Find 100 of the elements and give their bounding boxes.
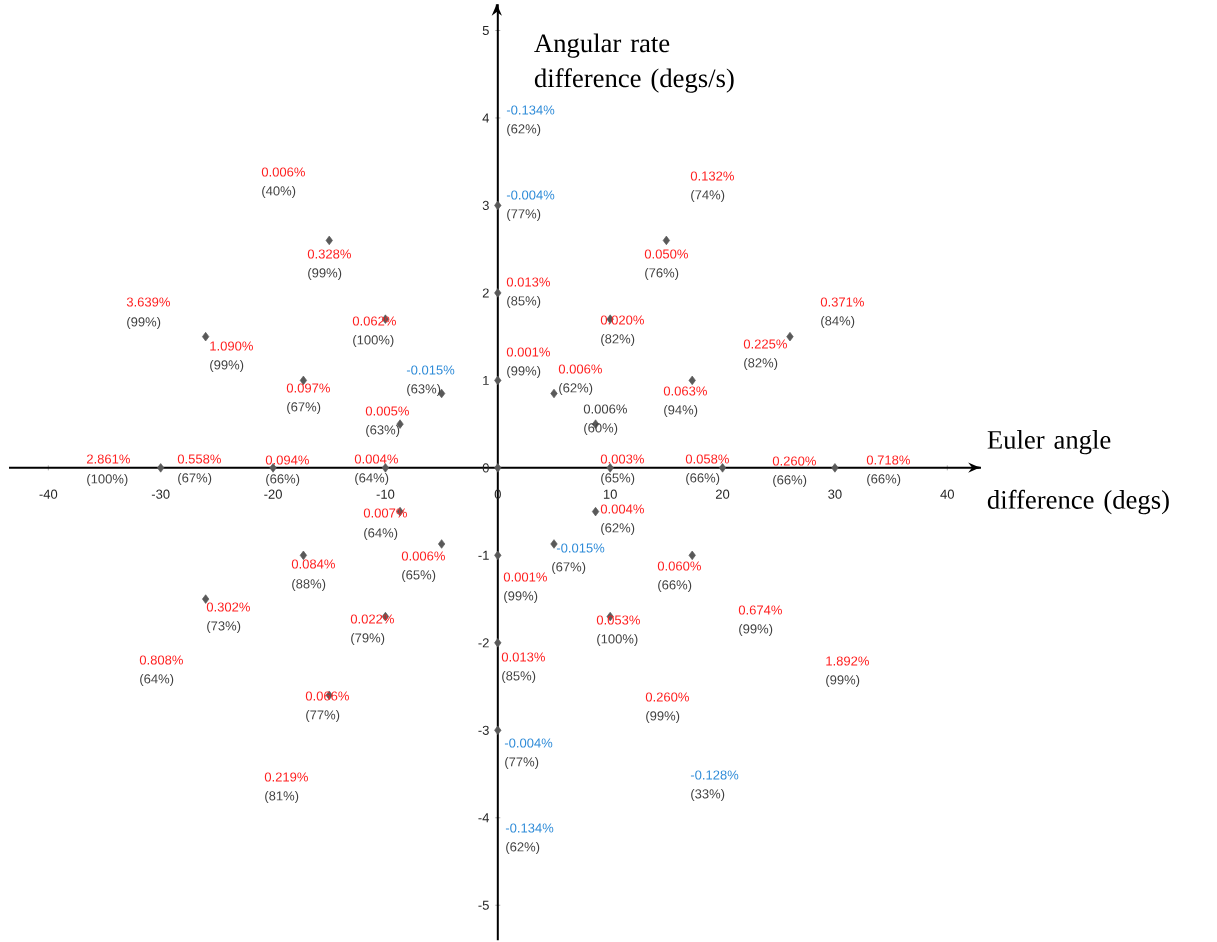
annotation: (99%) (504, 590, 538, 604)
annotation: 0.718% (866, 455, 910, 465)
annotation: 0.260% (645, 692, 689, 702)
y-tick-label: -1 (478, 550, 489, 560)
annotation: 0.003% (600, 454, 644, 464)
annotation: 0.050% (644, 249, 688, 259)
annotation: (60%) (584, 422, 618, 436)
annotation: (64%) (364, 527, 398, 541)
point (494, 375, 502, 386)
annotation: (99%) (507, 365, 541, 379)
annotation: 0.006% (261, 167, 305, 177)
y-tick-label: 4 (482, 113, 490, 123)
point (494, 638, 502, 648)
annotation: (85%) (502, 670, 536, 684)
y-tick-label: 2 (482, 288, 489, 298)
annotation: (84%) (821, 315, 855, 329)
annotation: 0.097% (286, 383, 330, 393)
annotation: 0.062% (352, 316, 396, 326)
annotation: 0.302% (206, 602, 250, 612)
annotation: 2.861% (86, 454, 130, 464)
x-tick-label: -40 (39, 489, 58, 499)
x-tick-label: 20 (715, 489, 730, 499)
annotation: 0.013% (501, 652, 545, 662)
annotation: 0.808% (139, 655, 183, 665)
annotation: (65%) (601, 472, 635, 486)
annotation: 0.006% (583, 404, 627, 414)
annotation: -0.004% (506, 190, 555, 200)
annotation: 0.053% (596, 615, 640, 625)
annotation: (66%) (686, 472, 720, 486)
annotation: (77%) (306, 709, 340, 723)
annotation: (67%) (552, 561, 586, 575)
annotation: 0.001% (503, 572, 547, 582)
x-tick-label: 30 (828, 489, 842, 499)
annotation: (67%) (178, 472, 212, 486)
annotation: 0.558% (177, 454, 221, 464)
annotation: (77%) (505, 756, 539, 770)
annotation: (81%) (265, 790, 299, 804)
annotation: -0.128% (690, 770, 739, 780)
annotation: (77%) (507, 208, 541, 222)
y-tick-label: 1 (483, 375, 489, 385)
annotation: 3.639% (126, 297, 170, 307)
point (438, 539, 446, 549)
x-tick-label: -20 (264, 489, 282, 499)
point (550, 539, 558, 549)
x-tick-label: 10 (603, 489, 617, 499)
annotation: (99%) (646, 710, 680, 724)
annotation: -0.134% (505, 823, 554, 833)
point (494, 550, 502, 561)
annotation: (64%) (355, 472, 389, 486)
annotation: (99%) (739, 623, 773, 637)
y-tick-label: 3 (482, 200, 489, 211)
annotation: (65%) (402, 569, 436, 583)
annotation: -0.134% (506, 105, 555, 115)
y-tick-label: -4 (478, 813, 490, 823)
point (157, 463, 165, 473)
annotation: (62%) (601, 522, 635, 536)
annotation: (99%) (826, 674, 860, 688)
annotation: (40%) (262, 185, 296, 199)
annotation: (74%) (691, 189, 725, 203)
annotation: 0.225% (743, 339, 787, 349)
annotation: (88%) (292, 578, 326, 592)
annotation: (63%) (366, 424, 400, 438)
annotation: 0.058% (685, 454, 729, 464)
annotation: 0.001% (506, 347, 550, 357)
annotation: 0.371% (820, 297, 864, 307)
annotation: 0.328% (307, 249, 351, 259)
annotation: (76%) (645, 267, 679, 281)
annotation: -0.004% (504, 738, 553, 748)
annotation: 0.005% (365, 406, 409, 416)
annotation: (66%) (658, 579, 692, 593)
annotation: 0.004% (600, 504, 644, 514)
annotation: 0.132% (690, 171, 734, 181)
annotation: 0.063% (663, 386, 707, 396)
point (662, 235, 670, 246)
annotation: 0.084% (291, 559, 335, 569)
annotation: -0.015% (556, 543, 605, 553)
annotation: 0.060% (657, 561, 701, 571)
point (494, 200, 502, 211)
annotation: 0.022% (350, 614, 394, 624)
annotation: (94%) (664, 404, 698, 418)
point (606, 463, 614, 473)
annotation: 0.260% (772, 456, 816, 466)
point (591, 506, 600, 517)
point (202, 594, 210, 604)
annotation: 1.090% (210, 341, 253, 351)
point (831, 463, 839, 473)
point (325, 235, 333, 246)
annotation: (82%) (601, 333, 635, 347)
point (550, 388, 558, 399)
y-tick-label: -3 (478, 725, 489, 735)
annotation: (99%) (210, 359, 244, 373)
annotation: (67%) (287, 401, 321, 415)
annotation: (66%) (266, 473, 300, 487)
point (494, 725, 502, 735)
y-axis-title: Angular rate difference (degs/s) (534, 33, 734, 93)
annotation: 0.219% (264, 772, 308, 782)
annotation: 0.004% (354, 454, 398, 464)
annotation: (85%) (507, 295, 541, 309)
annotation: (99%) (308, 267, 342, 281)
annotation: (99%) (127, 316, 161, 330)
